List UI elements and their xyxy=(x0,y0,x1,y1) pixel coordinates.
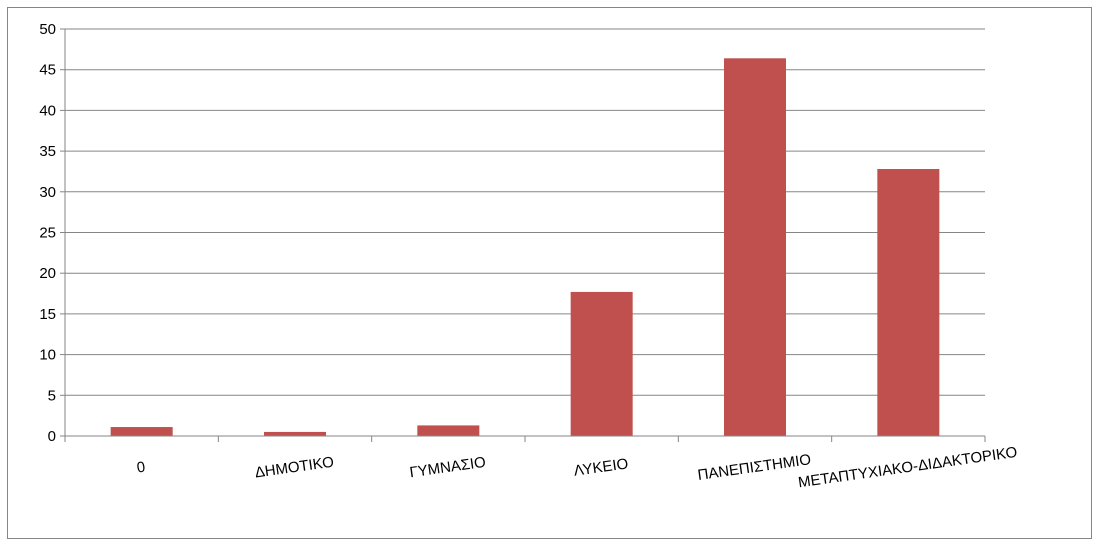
x-tick-label: 0 xyxy=(136,459,147,477)
axes xyxy=(60,28,986,442)
y-tick-label: 25 xyxy=(39,225,56,242)
y-tick-label: 15 xyxy=(39,306,56,323)
y-tick-label: 50 xyxy=(39,21,56,38)
x-tick-label: ΓΥΜΝΑΣΙΟ xyxy=(409,454,487,482)
bar-1 xyxy=(264,431,326,436)
x-tick-label: ΠΑΝΕΠΙΣΤΗΜΙΟ xyxy=(697,451,813,484)
y-tick-label: 10 xyxy=(39,347,56,364)
y-tick-label: 40 xyxy=(39,102,56,119)
y-tick-label: 45 xyxy=(39,62,56,79)
x-tick-label: ΔΗΜΟΤΙΚΟ xyxy=(254,454,335,482)
y-tick-label: 0 xyxy=(48,428,56,445)
bar-5 xyxy=(877,169,940,436)
y-tick-label: 20 xyxy=(39,265,56,282)
y-tick-label: 30 xyxy=(39,184,56,201)
y-tick-label: 35 xyxy=(39,143,56,160)
x-tick-label: ΛΥΚΕΙΟ xyxy=(573,455,630,479)
bar-4 xyxy=(724,58,786,436)
bar-2 xyxy=(417,425,480,436)
y-tick-label: 5 xyxy=(48,387,56,404)
bar-0 xyxy=(110,427,173,436)
gridlines xyxy=(65,28,985,396)
bars xyxy=(110,58,940,436)
bar-3 xyxy=(570,291,633,436)
x-tick-labels: 0 ΔΗΜΟΤΙΚΟ ΓΥΜΝΑΣΙΟ ΛΥΚΕΙΟ ΠΑΝΕΠΙΣΤΗΜΙΟΜΕΤΑΠ… xyxy=(136,444,1019,492)
y-tick-labels: 0 5 10 15 20 25 30 35 40 45 50 xyxy=(39,21,56,445)
x-tick-label: ΜΕΤΑΠΤΥΧΙΑΚΟ-ΔΙΔΑΚΤΟΡΙΚΟ xyxy=(797,444,1018,492)
